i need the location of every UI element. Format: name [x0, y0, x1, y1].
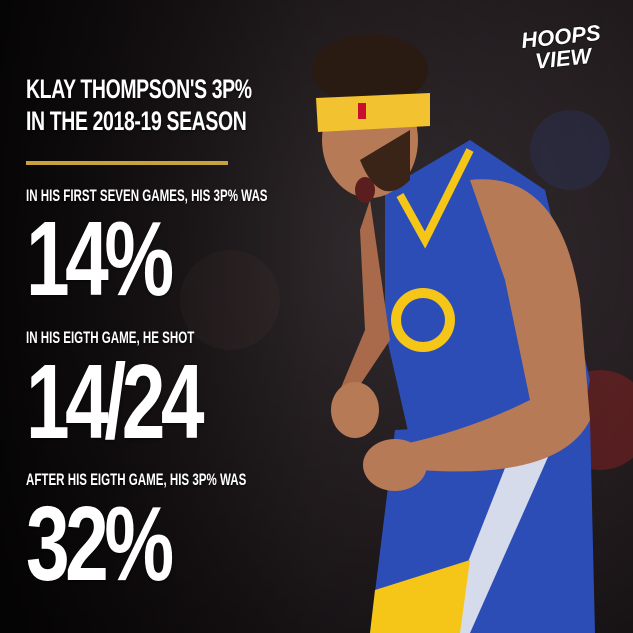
headline-line-1: KLAY THOMPSON'S 3P%: [26, 74, 252, 104]
stat-value-first-seven: 14%: [26, 200, 174, 318]
stat-value-after-eighth: 32%: [26, 485, 174, 603]
gold-divider: [26, 161, 228, 165]
svg-text:VIEW: VIEW: [534, 43, 595, 72]
headline-line-2: IN THE 2018-19 SEASON: [26, 106, 247, 136]
stat-label-first-seven: IN HIS FIRST SEVEN GAMES, HIS 3P% WAS: [26, 186, 268, 205]
hoops-view-logo: HOOPS VIEW: [519, 22, 602, 72]
stat-label-after-eighth: AFTER HIS EIGTH GAME, HIS 3P% WAS: [26, 470, 247, 489]
stat-value-eighth-game: 14/24: [26, 343, 205, 461]
stat-label-eighth-game: IN HIS EIGTH GAME, HE SHOT: [26, 328, 195, 347]
